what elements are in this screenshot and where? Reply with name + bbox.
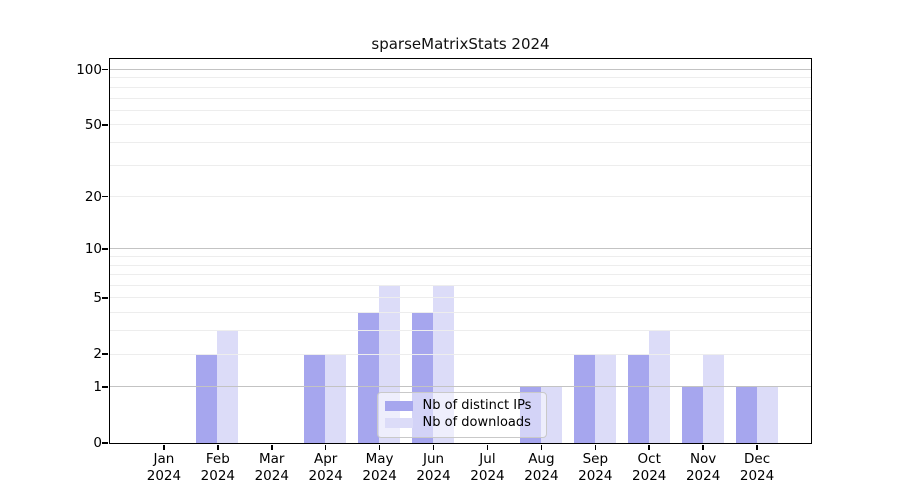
y-tick-label-10: 10	[84, 240, 102, 257]
x-tick-label-7: Aug 2024	[524, 451, 559, 484]
y-tick-1	[102, 386, 108, 388]
y-tick-label-20: 20	[84, 188, 102, 205]
gridline-20	[109, 196, 811, 198]
x-tick-10	[702, 444, 704, 450]
y-tick-20	[102, 195, 108, 198]
bar-downloads-nov	[702, 353, 724, 443]
gridline-9	[109, 256, 811, 258]
bar-distinct-ips-oct	[627, 353, 649, 443]
y-tick-label-2: 2	[93, 346, 102, 363]
y-tick-10	[102, 248, 108, 250]
x-tick-label-2: Mar 2024	[254, 451, 289, 484]
bar-distinct-ips-nov	[681, 386, 703, 443]
gridline-70	[109, 97, 811, 99]
y-tick-label-5: 5	[93, 289, 102, 306]
gridline-40	[109, 141, 811, 143]
x-tick-8	[594, 444, 597, 450]
x-tick-6	[486, 444, 489, 450]
gridline-8	[109, 264, 811, 266]
y-tick-label-1: 1	[93, 378, 102, 395]
bar-distinct-ips-sep	[573, 353, 595, 443]
gridline-100	[109, 69, 811, 70]
legend-label-downloads: Nb of downloads	[422, 415, 531, 430]
y-tick-label-0: 0	[93, 435, 102, 451]
downloads-swatch	[384, 418, 413, 428]
bar-distinct-ips-dec	[735, 386, 757, 443]
gridline-5	[109, 297, 811, 299]
legend-label-distinct-ips: Nb of distinct IPs	[422, 398, 532, 413]
x-tick-label-1: Feb 2024	[200, 451, 236, 484]
x-tick-7	[540, 444, 543, 450]
x-tick-5	[432, 444, 435, 450]
legend: Nb of distinct IPs Nb of downloads	[376, 391, 547, 438]
x-tick-label-9: Oct 2024	[632, 451, 667, 484]
x-tick-3	[324, 444, 327, 450]
x-tick-4	[378, 444, 381, 450]
y-tick-100	[102, 68, 108, 71]
bar-downloads-dec	[756, 386, 778, 443]
gridline-7	[109, 274, 811, 276]
x-tick-2	[271, 444, 273, 450]
plot-area: Nb of distinct IPs Nb of downloads	[108, 57, 812, 444]
legend-item-distinct-ips: Nb of distinct IPs	[384, 398, 538, 414]
y-tick-label-50: 50	[84, 116, 102, 133]
y-tick-2	[102, 353, 108, 355]
gridline-90	[109, 77, 811, 79]
gridline-6	[109, 285, 811, 287]
bar-distinct-ips-may	[358, 312, 380, 443]
gridline-50	[109, 124, 811, 126]
y-tick-label-100: 100	[76, 61, 102, 78]
x-tick-label-0: Jan 2024	[146, 451, 182, 484]
distinct-ips-swatch	[384, 401, 413, 411]
gridline-2	[109, 353, 811, 355]
gridline-10	[109, 248, 811, 250]
bar-downloads-apr	[325, 353, 347, 443]
gridline-60	[109, 109, 811, 111]
chart-title: sparseMatrixStats 2024	[371, 35, 550, 53]
gridline-4	[109, 312, 811, 314]
legend-item-downloads: Nb of downloads	[384, 415, 538, 431]
x-tick-label-11: Dec 2024	[739, 451, 775, 484]
gridline-80	[109, 86, 811, 88]
gridline-1	[109, 386, 811, 388]
bar-distinct-ips-feb	[196, 353, 218, 443]
x-tick-9	[648, 444, 650, 450]
bar-downloads-sep	[594, 353, 616, 443]
x-tick-11	[756, 444, 758, 450]
x-tick-label-6: Jul 2024	[470, 451, 505, 484]
gridline-3	[109, 330, 811, 332]
x-tick-0	[163, 444, 165, 450]
x-tick-label-5: Jun 2024	[416, 451, 451, 484]
gridline-30	[109, 164, 811, 166]
x-tick-1	[217, 444, 219, 450]
y-tick-5	[102, 297, 108, 299]
x-tick-label-3: Apr 2024	[308, 451, 343, 484]
x-tick-label-10: Nov 2024	[685, 451, 721, 484]
x-tick-label-4: May 2024	[362, 451, 397, 484]
bar-distinct-ips-apr	[304, 353, 326, 443]
y-tick-0	[102, 442, 108, 444]
x-tick-label-8: Sep 2024	[578, 451, 613, 484]
y-tick-50	[102, 124, 108, 126]
